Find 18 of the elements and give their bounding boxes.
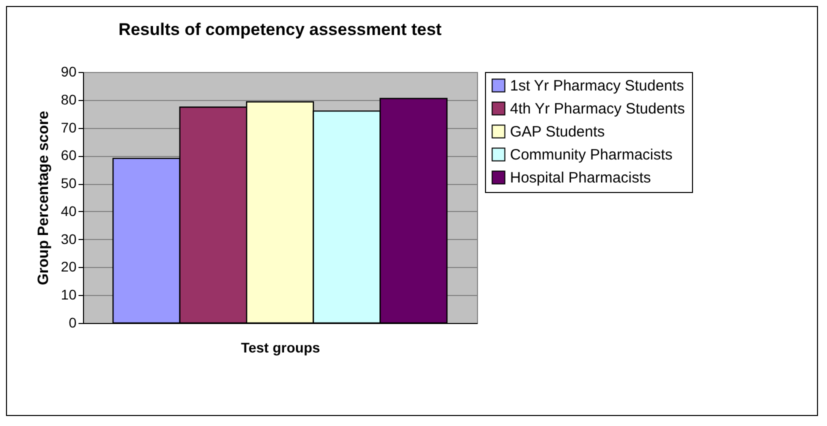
legend-label: 1st Yr Pharmacy Students: [510, 78, 684, 94]
legend-label: GAP Students: [510, 124, 605, 140]
y-tick-label: 80: [60, 91, 77, 108]
legend-label: Community Pharmacists: [510, 146, 673, 164]
y-tick-label: 30: [60, 230, 77, 247]
y-tick-label: 40: [60, 202, 77, 219]
legend-label: Hospital Pharmacists: [510, 170, 651, 186]
y-tick-label: 60: [60, 147, 77, 164]
y-tick-label: 90: [60, 64, 77, 80]
chart-title: Results of competency assessment test: [118, 20, 442, 39]
y-tick-label: 50: [60, 175, 77, 192]
y-tick-label: 70: [60, 119, 77, 136]
y-axis-title: Group Percentage score: [34, 110, 52, 286]
y-tick-label: 0: [68, 314, 77, 330]
legend-label: 4th Yr Pharmacy Students: [510, 100, 685, 118]
y-tick-label: 10: [60, 286, 77, 303]
x-axis-title: Test groups: [240, 340, 320, 356]
y-tick-label: 20: [60, 258, 77, 275]
